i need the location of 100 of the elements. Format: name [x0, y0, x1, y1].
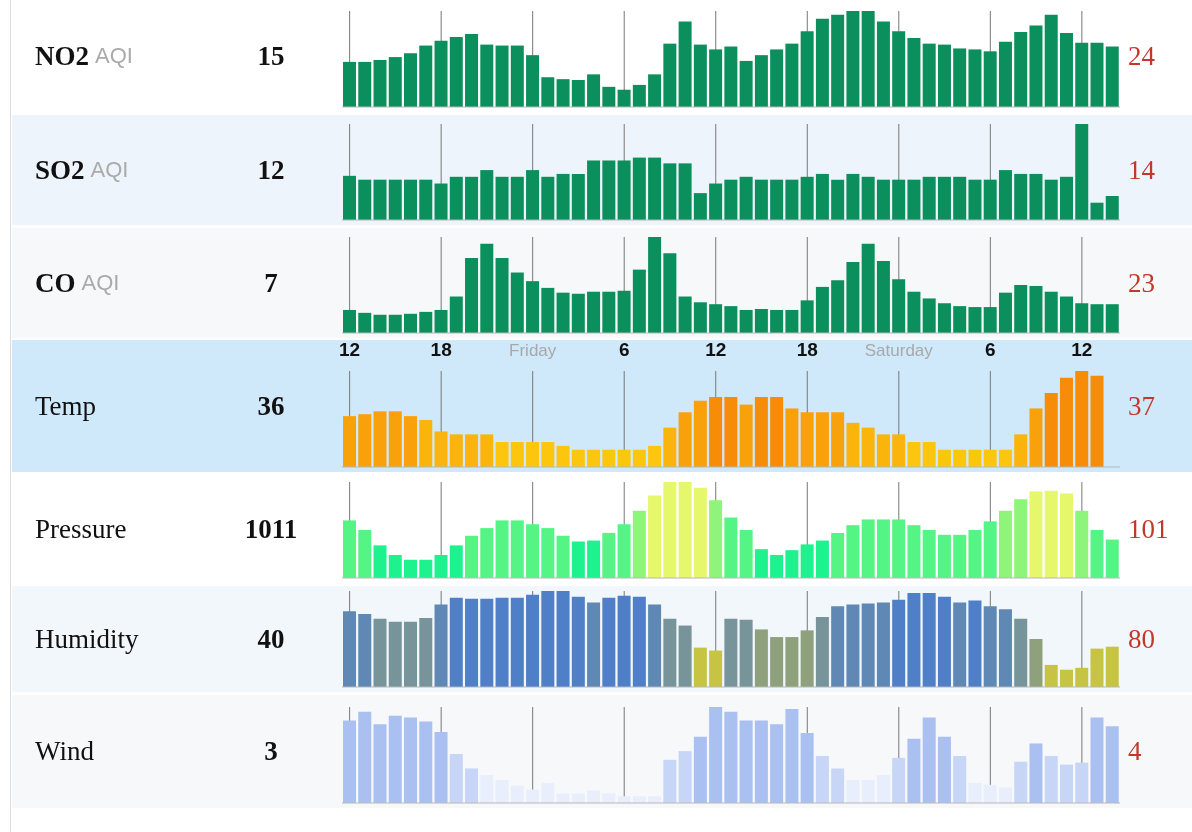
bar [510, 176, 524, 220]
text: 101 [1128, 513, 1169, 546]
bar [526, 281, 540, 333]
bar [922, 717, 936, 803]
bar [861, 603, 875, 687]
bar [648, 157, 662, 220]
bar [632, 596, 646, 687]
bar [724, 46, 738, 107]
bar [678, 412, 692, 467]
bar [343, 720, 356, 803]
bar [1059, 33, 1073, 107]
bar [693, 44, 707, 107]
bar [861, 243, 875, 333]
bar [343, 416, 356, 467]
bar [449, 434, 463, 467]
bar [724, 618, 738, 687]
bar [937, 44, 951, 107]
bar [1090, 304, 1104, 333]
bar [724, 711, 738, 803]
bar [937, 596, 951, 687]
bar [998, 292, 1012, 333]
bar [1090, 42, 1104, 107]
bar [388, 715, 402, 803]
bar [1044, 490, 1058, 578]
bar [434, 309, 448, 333]
bar [1090, 648, 1104, 687]
bar [754, 309, 768, 333]
bar [449, 754, 463, 803]
bar [465, 34, 479, 107]
bar [419, 311, 433, 333]
bar [404, 416, 418, 467]
bar [495, 779, 509, 803]
bar [358, 179, 372, 220]
bar [1075, 42, 1089, 107]
bar [388, 314, 402, 333]
bar [1014, 761, 1028, 803]
bar [388, 554, 402, 578]
bar [968, 530, 982, 578]
bar [968, 600, 982, 687]
bar [571, 793, 585, 803]
bar [465, 434, 479, 467]
bar [937, 736, 951, 803]
bar [815, 616, 829, 687]
bar [632, 157, 646, 220]
bar [495, 520, 509, 578]
bar [815, 18, 829, 107]
x-tick-label: 6 [618, 339, 630, 360]
bar [770, 554, 784, 578]
bar [693, 400, 707, 467]
bar [1105, 726, 1119, 803]
bar [831, 280, 845, 333]
bar [983, 521, 997, 578]
bar [602, 532, 616, 578]
x-tick-label: Friday [509, 341, 557, 360]
bar [861, 519, 875, 578]
bar [358, 61, 372, 107]
bar [480, 528, 494, 578]
bar [526, 170, 540, 220]
bar [892, 279, 906, 333]
bar [343, 520, 356, 578]
bar [449, 597, 463, 687]
bar [404, 621, 418, 687]
text: 37 [1128, 389, 1155, 423]
bar [770, 724, 784, 803]
bar [648, 74, 662, 107]
bar [434, 731, 448, 803]
bar [968, 449, 982, 467]
bar [480, 170, 494, 220]
bar [876, 434, 890, 467]
bar [800, 176, 814, 220]
bar [495, 176, 509, 220]
bar [815, 412, 829, 467]
bar [587, 74, 601, 107]
bar [922, 176, 936, 220]
bar [754, 549, 768, 578]
bar [876, 21, 890, 107]
bar [785, 708, 799, 803]
bar [922, 592, 936, 687]
bar [922, 43, 936, 107]
bar [571, 541, 585, 578]
bar [404, 179, 418, 220]
bar [922, 530, 936, 578]
bar [724, 396, 738, 467]
bar [617, 160, 631, 220]
bar [388, 57, 402, 107]
bar [617, 290, 631, 333]
bar [907, 179, 921, 220]
bar [617, 796, 631, 803]
bar [739, 619, 753, 687]
bar [617, 595, 631, 687]
bar [709, 183, 723, 220]
bar [953, 306, 967, 333]
bar [587, 160, 601, 220]
bar [693, 193, 707, 220]
bar [602, 597, 616, 687]
bar [480, 775, 494, 803]
bar [1044, 664, 1058, 687]
bar [419, 45, 433, 107]
bar [968, 179, 982, 220]
bar [739, 404, 753, 467]
